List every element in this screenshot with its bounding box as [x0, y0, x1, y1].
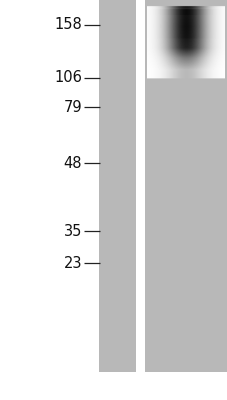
- Bar: [144, 0, 226, 372]
- Text: 79: 79: [63, 100, 82, 115]
- Text: 158: 158: [54, 17, 82, 32]
- Text: 35: 35: [63, 224, 82, 239]
- Text: 106: 106: [54, 70, 82, 86]
- Text: 23: 23: [63, 256, 82, 271]
- Text: 48: 48: [63, 156, 82, 171]
- Bar: [99, 0, 135, 372]
